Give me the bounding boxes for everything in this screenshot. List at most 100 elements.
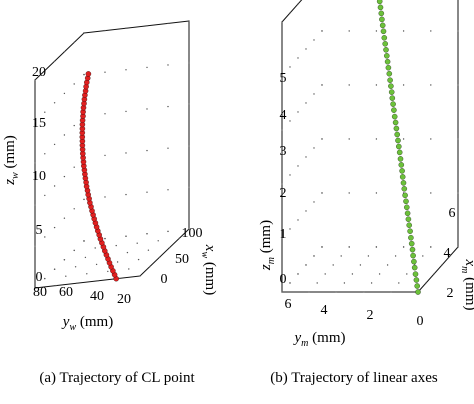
grid-dot xyxy=(348,84,350,86)
data-point xyxy=(408,234,414,241)
z-axis-label-var: z xyxy=(2,179,18,186)
grid-dot xyxy=(289,66,291,68)
grid-dot xyxy=(34,162,36,164)
grid-dot xyxy=(289,12,291,14)
data-point xyxy=(389,95,396,101)
grid-dot xyxy=(313,93,315,95)
grid-dot xyxy=(63,51,66,53)
caption-b: (b) Trajectory of linear axes xyxy=(270,370,438,386)
grid-dot xyxy=(348,138,350,140)
grid-dot xyxy=(449,255,451,257)
grid-dot xyxy=(74,266,77,268)
z-tick-label: 20 xyxy=(32,65,46,80)
grid-dot xyxy=(126,251,129,254)
data-point xyxy=(377,4,384,11)
grid-dot xyxy=(73,249,75,252)
x-axis-label-var: x xyxy=(202,244,218,252)
grid-dot xyxy=(305,102,307,104)
grid-dot xyxy=(321,246,323,248)
x-tick-label: 50 xyxy=(175,252,189,267)
grid-dot xyxy=(73,83,75,85)
y-axis-label-unit: (mm) xyxy=(76,314,113,330)
grid-dot xyxy=(441,264,443,266)
grid-dot xyxy=(83,73,85,76)
grid-dot xyxy=(125,69,127,71)
data-point xyxy=(403,198,409,205)
grid-dot xyxy=(281,291,283,293)
y-axis-label: yw (mm) xyxy=(61,314,113,333)
x-axis-label-unit: (mm) xyxy=(462,273,474,310)
grid-dot xyxy=(402,84,405,86)
grid-dot xyxy=(104,29,106,32)
data-point xyxy=(409,246,416,253)
data-point xyxy=(399,168,405,174)
grid-dot xyxy=(430,138,432,140)
z-tick-label: 5 xyxy=(36,223,43,238)
x-tick-label: 100 xyxy=(182,226,203,241)
grid-dot xyxy=(321,138,323,140)
z-axis-label-unit: (mm) xyxy=(258,220,274,257)
z-tick-label: 3 xyxy=(280,144,287,159)
grid-dot xyxy=(146,191,148,193)
grid-dot xyxy=(168,247,171,249)
grid-dot xyxy=(348,192,350,194)
grid-dot xyxy=(44,277,46,280)
z-tick-label: 0 xyxy=(280,272,287,287)
y-tick-label: 40 xyxy=(90,289,104,304)
grid-dot xyxy=(375,138,378,140)
grid-dot xyxy=(125,235,127,237)
grid-dot xyxy=(386,264,389,266)
data-point xyxy=(410,252,416,259)
grid-dot xyxy=(63,217,66,219)
grid-dot xyxy=(457,138,459,140)
grid-dot xyxy=(139,275,141,277)
grid-dot xyxy=(125,193,127,196)
grid-dot xyxy=(305,48,307,50)
grid-dot xyxy=(340,255,342,257)
x-axis-label: xw (mm) xyxy=(199,244,218,295)
data-point xyxy=(392,119,399,126)
grid-dot xyxy=(34,245,36,248)
grid-dot xyxy=(44,194,46,197)
grid-dot xyxy=(289,120,291,122)
x-axis-label-var: x xyxy=(462,259,474,267)
data-point xyxy=(414,283,420,289)
grid-dot xyxy=(457,246,459,248)
grid-dot xyxy=(422,255,424,257)
grid-dot xyxy=(167,147,169,149)
data-point xyxy=(394,131,400,138)
grid-dot xyxy=(351,273,354,275)
grid-dot xyxy=(281,21,283,23)
grid-dot xyxy=(188,186,190,189)
grid-dot xyxy=(316,282,318,284)
grid-dot xyxy=(167,189,169,191)
z-axis-label-var: z xyxy=(258,264,274,271)
grid-dot xyxy=(402,138,405,140)
grid-dot xyxy=(73,41,75,44)
grid-dot xyxy=(289,174,291,176)
grid-dot xyxy=(178,237,180,240)
grid-dot xyxy=(305,156,307,158)
grid-dot xyxy=(44,153,46,155)
grid-dot xyxy=(147,249,150,251)
data-point xyxy=(380,28,387,35)
data-point xyxy=(408,240,415,247)
y-axis-label-var: y xyxy=(61,314,70,330)
grid-dot xyxy=(104,237,106,240)
grid-dot xyxy=(321,192,323,194)
grid-dot xyxy=(97,280,99,282)
grid-dot xyxy=(343,282,346,284)
grid-dot xyxy=(107,270,109,273)
data-point xyxy=(411,264,418,271)
grid-dot xyxy=(305,210,307,212)
grid-dot xyxy=(34,120,36,123)
grid-dot xyxy=(430,246,432,248)
grid-dot xyxy=(289,282,291,284)
grid-dot xyxy=(167,105,169,108)
grid-dot xyxy=(313,201,315,203)
x-axis-label-sub: m xyxy=(459,266,470,273)
grid-dot xyxy=(281,183,283,185)
